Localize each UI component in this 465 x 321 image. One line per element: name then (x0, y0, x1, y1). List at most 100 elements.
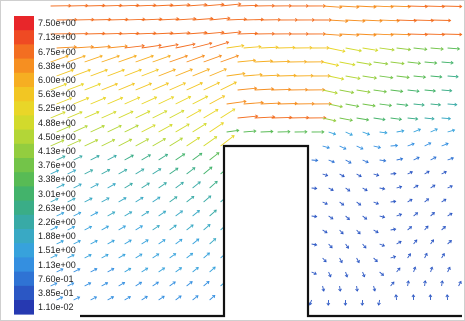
vector-arrowhead (180, 181, 184, 186)
vector-arrowhead (343, 146, 347, 150)
vector-arrowhead (406, 280, 410, 284)
vector-arrowhead (77, 239, 81, 244)
velocity-vector (209, 95, 225, 105)
vector-arrowhead (451, 128, 456, 133)
velocity-vector (373, 5, 394, 8)
vector-arrowhead (187, 95, 192, 100)
vector-arrowhead (330, 216, 334, 220)
vector-arrowhead (330, 187, 334, 192)
vector-arrowhead (393, 199, 397, 204)
vector-arrowhead (421, 103, 425, 107)
colorbar-tick-label: 1.13e+00 (38, 259, 76, 270)
velocity-vector (339, 61, 355, 66)
vector-arrowhead (175, 167, 179, 171)
velocity-vector (311, 187, 317, 189)
velocity-vector (175, 210, 183, 217)
vector-arrowhead (398, 240, 402, 245)
velocity-vector (373, 257, 378, 262)
vector-arrowhead (349, 118, 353, 122)
vector-arrowhead (99, 54, 103, 59)
velocity-vector (84, 226, 92, 231)
colorbar-tick-label: 7.60e-01 (38, 273, 74, 284)
vector-arrowhead (119, 96, 124, 101)
vector-arrowhead (459, 32, 463, 37)
vector-arrowhead (340, 231, 344, 235)
vector-arrowhead (355, 288, 359, 292)
vector-arrowhead (195, 295, 199, 299)
vector-arrowhead (186, 123, 190, 127)
velocity-vector (373, 201, 379, 205)
vector-arrowhead (350, 90, 355, 95)
vector-arrowhead (447, 116, 452, 121)
vector-arrowhead (179, 210, 184, 214)
velocity-vector (90, 45, 111, 49)
vector-arrowhead (326, 145, 330, 150)
velocity-vector (175, 18, 196, 21)
vector-arrowhead (331, 159, 335, 164)
velocity-vector (373, 173, 379, 177)
velocity-vector (413, 266, 416, 273)
vector-arrowhead (340, 76, 345, 81)
vector-arrowhead (231, 135, 235, 139)
vector-arrowhead (54, 254, 58, 258)
vector-arrowhead (184, 54, 189, 59)
vector-arrowhead (140, 196, 144, 201)
vector-arrowhead (113, 154, 117, 159)
vector-arrowhead (364, 187, 368, 192)
velocity-vector (169, 196, 178, 203)
velocity-vector (424, 89, 436, 92)
velocity-vector (328, 215, 334, 220)
vector-arrowhead (454, 102, 458, 107)
vector-arrowhead (328, 101, 332, 106)
velocity-vector (101, 197, 110, 203)
vector-arrowhead (424, 32, 429, 37)
vector-arrowhead (169, 123, 173, 128)
velocity-vector (379, 103, 392, 107)
velocity-vector (379, 131, 387, 134)
vector-arrowhead (333, 118, 337, 123)
velocity-vector (141, 296, 148, 301)
velocity-vector (158, 124, 173, 133)
velocity-vector (84, 139, 98, 147)
vector-arrowhead (425, 198, 430, 202)
velocity-vector (447, 75, 459, 78)
velocity-vector (430, 19, 451, 21)
vector-arrowhead (382, 117, 386, 122)
velocity-vector (390, 117, 402, 120)
vector-arrowhead (375, 48, 379, 52)
velocity-vector (192, 295, 199, 301)
vector-arrowhead (434, 61, 438, 65)
vector-arrowhead (189, 281, 193, 285)
vector-arrowhead (204, 95, 209, 99)
velocity-vector (118, 282, 125, 287)
velocity-vector (424, 280, 426, 287)
vector-arrowhead (167, 54, 171, 59)
velocity-vector (243, 130, 256, 133)
velocity-vector (56, 69, 74, 77)
velocity-vector (192, 267, 199, 273)
velocity-vector (311, 159, 318, 161)
vector-arrowhead (243, 99, 247, 104)
colorbar-swatch (14, 200, 34, 216)
vector-arrowhead (67, 125, 72, 129)
velocity-vector (203, 31, 224, 35)
vector-arrowhead (442, 32, 446, 37)
velocity-vector (322, 257, 327, 263)
vector-arrowhead (153, 96, 158, 100)
vector-arrowhead (189, 252, 194, 257)
velocity-vector (441, 33, 462, 35)
vector-arrowhead (88, 225, 93, 229)
velocity-vector (328, 243, 333, 249)
velocity-vector (73, 97, 89, 105)
vector-arrowhead (179, 137, 184, 141)
vector-arrowhead (61, 211, 65, 216)
velocity-vector (328, 19, 348, 22)
vector-arrowhead (80, 82, 85, 87)
vector-arrowhead (448, 240, 452, 244)
vector-arrowhead (441, 253, 445, 257)
vector-arrowhead (60, 268, 64, 272)
vector-arrowhead (136, 96, 141, 100)
velocity-vector (339, 285, 341, 292)
velocity-vector (67, 55, 86, 63)
velocity-vector (50, 139, 64, 147)
